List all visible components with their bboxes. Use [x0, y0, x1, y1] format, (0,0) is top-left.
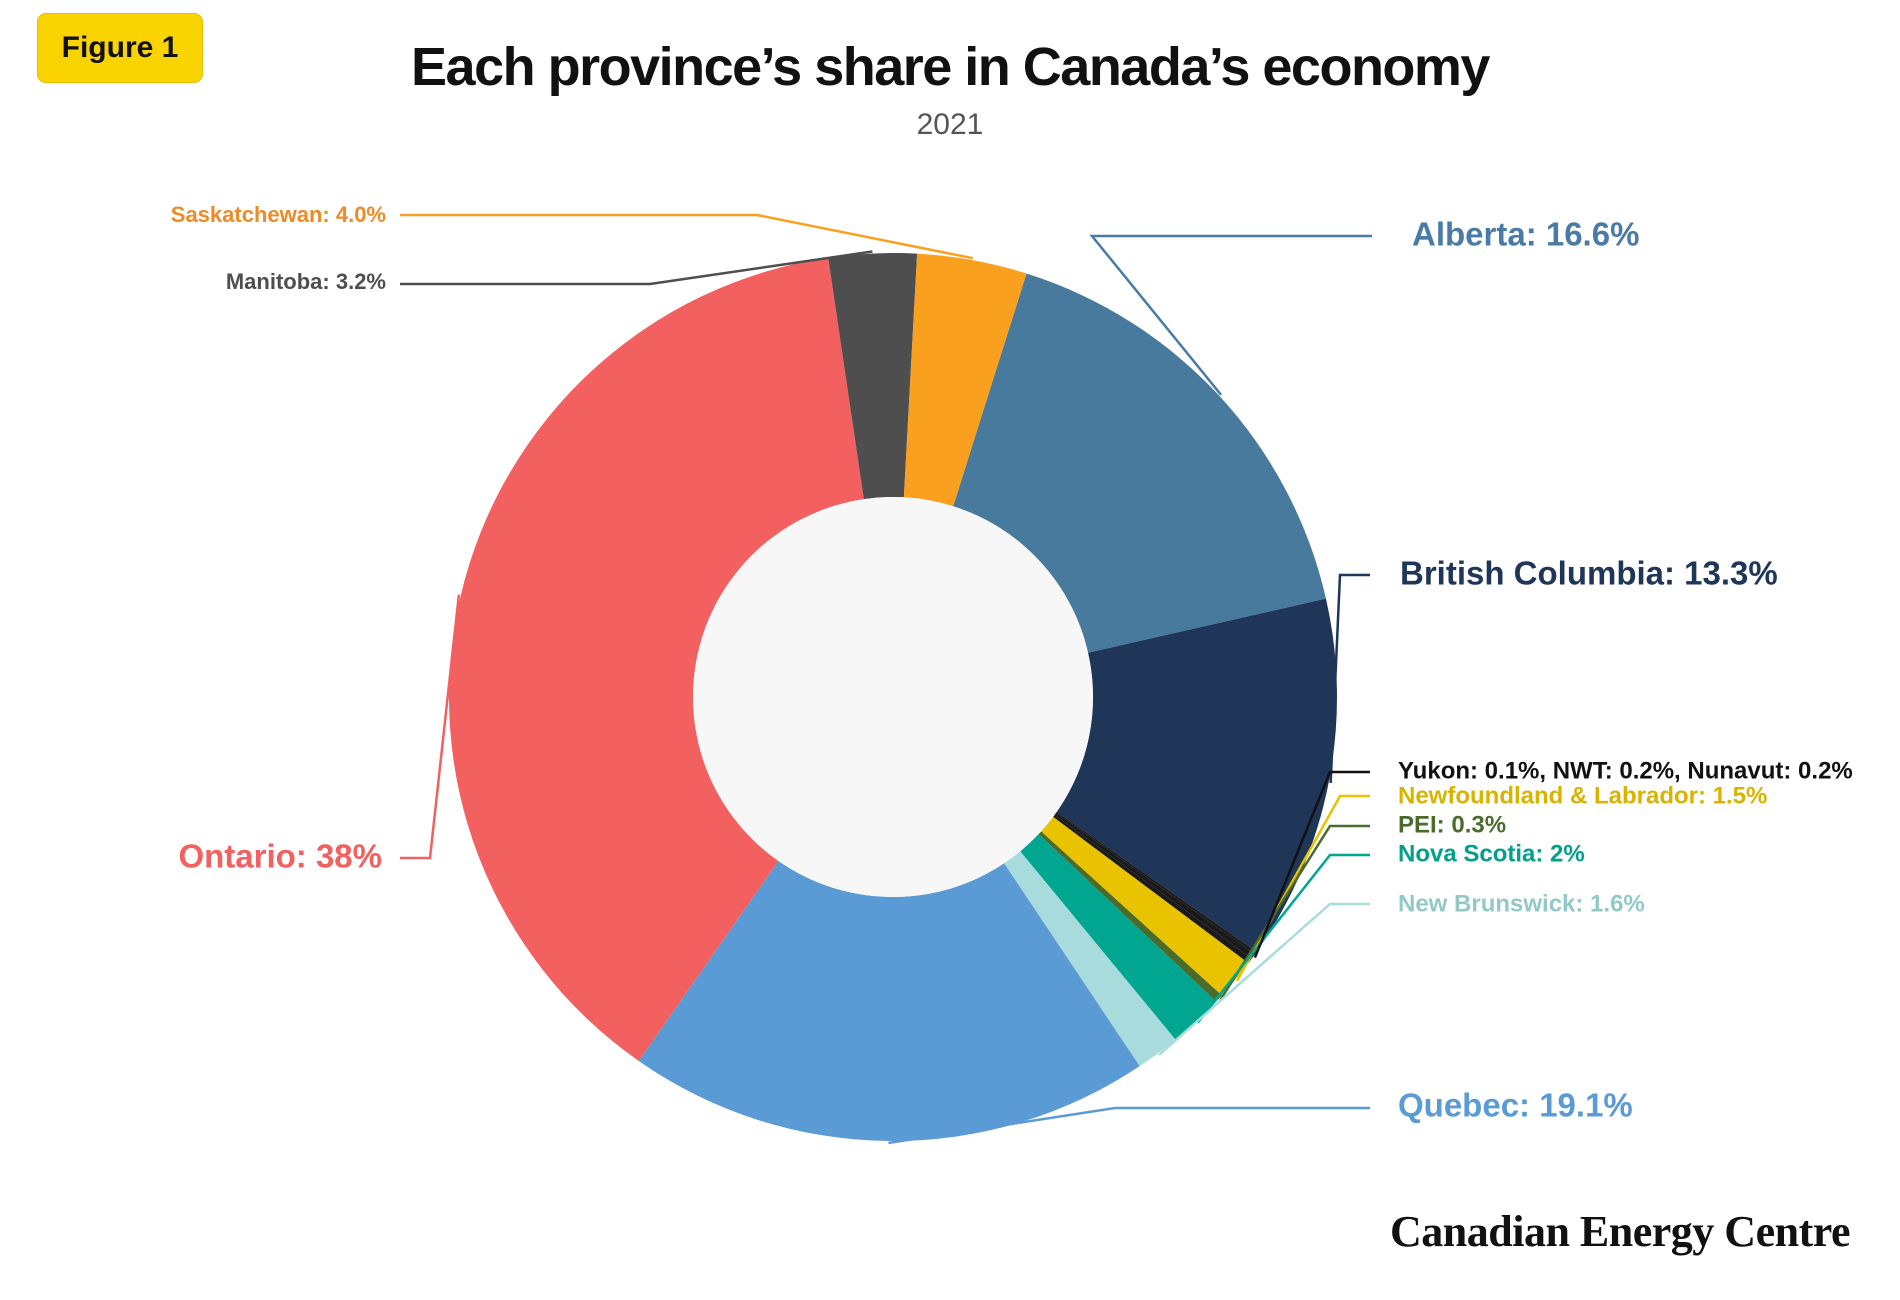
slice-new-brunswick: [1004, 851, 1176, 1067]
slice-nwt: [1054, 812, 1255, 959]
chart-subtitle: 2021: [916, 108, 984, 141]
donut-slices: [449, 253, 1337, 1141]
leader-territories: [1253, 770, 1370, 959]
leader-alberta: [1089, 234, 1372, 396]
label-pei: PEI: 0.3%: [1398, 811, 1506, 838]
label-british-columbia: British Columbia: 13.3%: [1400, 555, 1778, 592]
label-saskatchewan: Saskatchewan: 4.0%: [171, 202, 386, 227]
label-ontario: Ontario: 38%: [178, 838, 382, 875]
label-newfoundland-and-labrador: Newfoundland & Labrador: 1.5%: [1398, 782, 1767, 809]
leader-manitoba: [400, 250, 873, 286]
slice-ontario: [449, 257, 864, 1061]
label-new-brunswick: New Brunswick: 1.6%: [1398, 890, 1645, 917]
donut-hole: [693, 497, 1093, 897]
label-quebec: Quebec: 19.1%: [1398, 1087, 1633, 1124]
label-manitoba: Manitoba: 3.2%: [226, 269, 386, 294]
leader-british-columbia: [1329, 573, 1370, 784]
slice-alberta: [953, 273, 1326, 653]
leader-lines: [400, 213, 1372, 1145]
slice-quebec: [638, 860, 1140, 1141]
leader-saskatchewan: [400, 213, 974, 260]
slice-pei: [1038, 831, 1222, 1002]
slice-british-columbia: [1056, 598, 1337, 952]
slice-manitoba: [828, 253, 918, 500]
leader-new-brunswick: [1158, 902, 1370, 1056]
slice-labels: Alberta: 16.6% British Columbia: 13.3% New…: [171, 202, 1853, 1124]
leader-quebec: [888, 1106, 1370, 1145]
slice-nova-scotia: [1020, 834, 1217, 1040]
slice-newfoundland-and-labrador: [1041, 816, 1249, 996]
leader-ontario: [400, 594, 461, 860]
chart-title: Each province’s share in Canada’s econom…: [411, 37, 1490, 97]
slice-yukon: [1056, 811, 1257, 955]
leader-nova-scotia: [1196, 853, 1370, 1024]
figure-badge: Figure 1: [37, 13, 203, 83]
slice-saskatchewan: [903, 253, 1027, 507]
label-territories: Yukon: 0.1%, NWT: 0.2%, Nunavut: 0.2%: [1398, 757, 1853, 784]
leader-pei: [1219, 824, 1370, 1001]
brand-logo: Canadian Energy Centre: [1390, 1207, 1850, 1256]
slice-nunavut: [1053, 814, 1252, 964]
label-alberta: Alberta: 16.6%: [1412, 216, 1639, 253]
label-nova-scotia: Nova Scotia: 2%: [1398, 840, 1585, 867]
